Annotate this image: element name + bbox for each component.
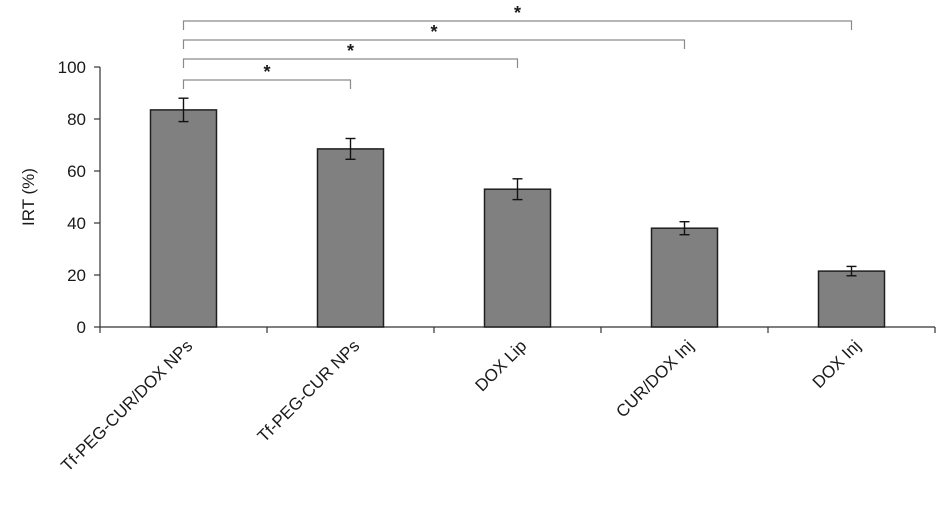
y-tick-label: 80 — [67, 110, 86, 129]
significance-bracket — [182, 58, 519, 68]
y-tick-label: 60 — [67, 162, 86, 181]
bar — [650, 227, 719, 328]
tick-labels: 0 20 40 60 80 100 IRT (%) Tf-PEG-CUR/DOX NPs Tf-… — [19, 58, 864, 475]
bar — [483, 188, 552, 328]
significance-bracket — [182, 20, 853, 30]
y-tick-label: 40 — [67, 214, 86, 233]
bar — [817, 270, 886, 328]
x-tick-label: DOX Lip — [471, 336, 530, 395]
significance-star: * — [263, 62, 270, 82]
significance-star: * — [514, 3, 521, 23]
x-tick-label: DOX Inj — [809, 336, 865, 392]
y-tick-label: 0 — [77, 318, 86, 337]
significance-star: * — [347, 41, 354, 61]
y-tick-label: 100 — [58, 58, 86, 77]
significance-bracket — [182, 79, 352, 89]
x-tick-label: Tf-PEG-CUR/DOX NPs — [57, 336, 196, 475]
significance-brackets: * * * * — [182, 3, 853, 89]
y-axis-title: IRT (%) — [19, 168, 38, 226]
x-tick-label: Tf-PEG-CUR NPs — [254, 336, 364, 446]
bars — [149, 109, 886, 328]
error-bars — [178, 97, 857, 277]
bar — [149, 109, 218, 328]
significance-bracket — [182, 39, 686, 49]
bar — [316, 148, 385, 328]
x-tick-label: CUR/DOX Inj — [612, 336, 697, 421]
y-tick-label: 20 — [67, 266, 86, 285]
significance-star: * — [430, 22, 437, 42]
